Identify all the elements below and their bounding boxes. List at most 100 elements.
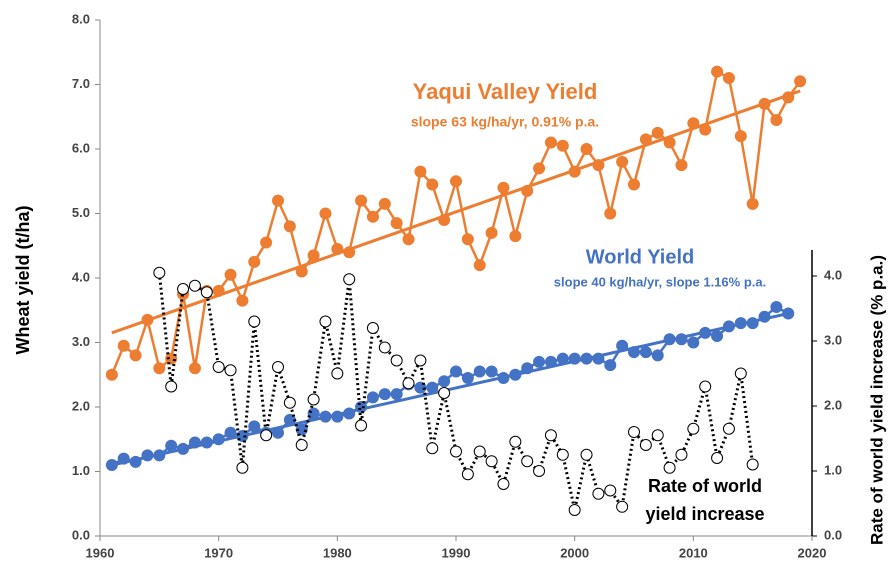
point bbox=[426, 381, 439, 394]
series-line bbox=[157, 272, 755, 511]
point bbox=[782, 307, 795, 320]
point bbox=[319, 315, 332, 328]
y2-tick-label: 0.0 bbox=[824, 527, 842, 542]
point bbox=[272, 361, 284, 373]
point bbox=[165, 380, 178, 393]
point bbox=[461, 233, 474, 246]
point bbox=[200, 436, 213, 449]
point bbox=[461, 371, 474, 384]
point bbox=[746, 458, 759, 471]
point bbox=[402, 377, 415, 390]
point bbox=[628, 178, 640, 191]
point bbox=[236, 461, 249, 474]
point bbox=[616, 500, 629, 513]
point bbox=[260, 429, 273, 442]
point bbox=[378, 388, 391, 401]
point bbox=[200, 286, 213, 299]
point bbox=[450, 175, 462, 188]
point bbox=[366, 322, 379, 334]
point bbox=[402, 233, 415, 246]
point bbox=[224, 426, 237, 439]
point bbox=[497, 181, 510, 194]
point bbox=[355, 419, 368, 432]
point bbox=[651, 349, 664, 362]
y2-tick-label: 3.0 bbox=[824, 332, 842, 347]
x-tick-label: 1980 bbox=[323, 545, 352, 560]
point bbox=[533, 355, 546, 368]
point bbox=[533, 465, 546, 477]
point bbox=[319, 207, 332, 220]
point bbox=[117, 339, 130, 352]
point bbox=[426, 178, 439, 191]
point bbox=[722, 72, 735, 85]
point bbox=[414, 354, 427, 367]
point bbox=[355, 194, 368, 207]
point bbox=[616, 339, 629, 352]
point bbox=[414, 381, 427, 394]
x-tick-label: 1970 bbox=[204, 545, 233, 560]
point bbox=[129, 455, 142, 468]
point bbox=[438, 213, 451, 226]
point bbox=[414, 165, 427, 178]
point bbox=[580, 448, 593, 461]
point bbox=[343, 273, 356, 286]
y-tick-label: 4.0 bbox=[72, 269, 90, 284]
point bbox=[177, 442, 190, 455]
point bbox=[153, 362, 166, 375]
point bbox=[485, 365, 498, 378]
y-axis-label: Wheat yield (t/ha) bbox=[13, 205, 33, 354]
point bbox=[663, 461, 676, 474]
y-tick-label: 1.0 bbox=[72, 463, 90, 478]
point bbox=[675, 448, 688, 461]
y2-tick-label: 2.0 bbox=[824, 397, 842, 412]
point bbox=[485, 226, 498, 239]
point bbox=[366, 391, 379, 404]
point bbox=[592, 487, 605, 500]
point bbox=[426, 442, 439, 455]
point bbox=[687, 336, 700, 349]
y-tick-label: 2.0 bbox=[72, 398, 90, 413]
x-tick-label: 1990 bbox=[442, 545, 471, 560]
point bbox=[272, 194, 284, 207]
point bbox=[509, 435, 522, 448]
point bbox=[533, 162, 546, 175]
point bbox=[651, 126, 664, 139]
point bbox=[521, 184, 534, 197]
point bbox=[663, 136, 676, 149]
point bbox=[699, 326, 712, 339]
point bbox=[675, 159, 688, 172]
point bbox=[770, 113, 783, 126]
point bbox=[105, 368, 118, 381]
point bbox=[331, 367, 344, 380]
point bbox=[770, 301, 783, 314]
point bbox=[390, 388, 403, 401]
y-tick-label: 8.0 bbox=[72, 11, 90, 26]
point bbox=[628, 426, 640, 438]
point bbox=[794, 75, 807, 88]
point bbox=[544, 136, 557, 149]
annotation: slope 63 kg/ha/yr, 0.91% p.a. bbox=[411, 114, 599, 130]
annotation: Yaqui Valley Yield bbox=[413, 79, 598, 104]
point bbox=[568, 352, 581, 365]
point bbox=[699, 380, 712, 393]
point bbox=[319, 410, 332, 423]
point bbox=[331, 242, 344, 255]
point bbox=[687, 422, 700, 435]
point bbox=[331, 410, 344, 423]
point bbox=[675, 333, 688, 346]
point bbox=[639, 346, 652, 359]
point bbox=[248, 420, 261, 433]
point bbox=[568, 504, 581, 516]
point bbox=[188, 436, 201, 449]
point bbox=[129, 349, 142, 362]
point bbox=[746, 317, 759, 330]
point bbox=[592, 352, 605, 365]
point bbox=[746, 197, 759, 210]
point bbox=[378, 341, 391, 354]
point bbox=[722, 422, 735, 435]
point bbox=[556, 139, 569, 152]
point bbox=[390, 217, 403, 230]
point bbox=[343, 407, 356, 420]
point bbox=[568, 165, 581, 178]
